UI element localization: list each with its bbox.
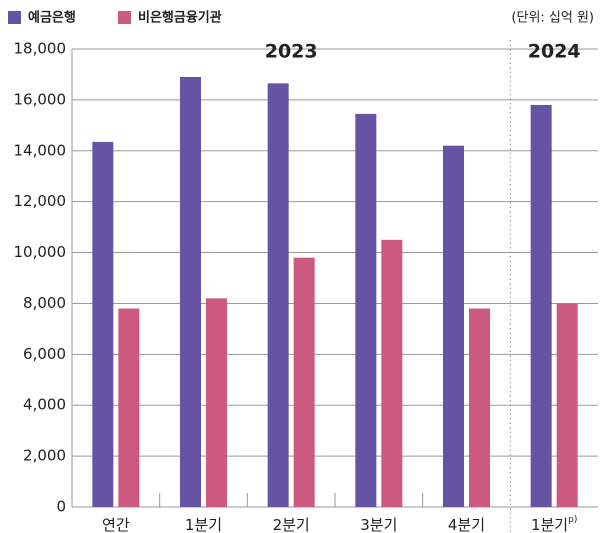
y-tick-label: 18,000 xyxy=(14,40,67,58)
legend-swatch xyxy=(8,11,21,24)
bar xyxy=(469,308,490,507)
x-tick-text: 4분기 xyxy=(448,516,485,533)
y-tick-label: 14,000 xyxy=(14,141,67,159)
y-tick-label: 6,000 xyxy=(23,345,66,363)
bar xyxy=(267,83,289,507)
y-tick-label: 8,000 xyxy=(23,294,66,312)
bar xyxy=(530,104,552,507)
bar xyxy=(556,303,578,507)
bar xyxy=(92,141,114,507)
year-label: 2024 xyxy=(528,41,581,63)
x-tick-text: 1분기 xyxy=(531,516,568,533)
x-tick-label: 1분기 xyxy=(185,516,222,533)
x-tick-label: 2분기 xyxy=(273,516,310,533)
bar xyxy=(206,298,227,507)
y-tick-label: 4,000 xyxy=(23,396,66,414)
y-tick-label: 10,000 xyxy=(14,243,67,261)
x-tick-label: 4분기 xyxy=(448,516,485,533)
x-tick-label: 1분기p) xyxy=(531,515,577,533)
legend-swatch xyxy=(118,11,131,24)
y-tick-label: 16,000 xyxy=(14,90,67,108)
x-tick-label: 연간 xyxy=(102,516,130,533)
year-label: 2023 xyxy=(265,41,318,63)
bar xyxy=(180,76,201,507)
bar xyxy=(118,308,140,507)
x-tick-label: 3분기 xyxy=(360,516,397,533)
unit-label: (단위: 십억 원) xyxy=(511,11,594,26)
x-tick-text: 연간 xyxy=(102,516,130,533)
legend-label: 비은행금융기관 xyxy=(138,10,222,26)
x-tick-text: 3분기 xyxy=(360,516,397,533)
x-tick-superscript: p) xyxy=(568,515,577,525)
bar xyxy=(381,239,403,508)
bar xyxy=(355,113,377,507)
x-tick-text: 1분기 xyxy=(185,516,222,533)
y-tick-label: 2,000 xyxy=(23,447,66,465)
x-tick-text: 2분기 xyxy=(273,516,310,533)
y-tick-label: 12,000 xyxy=(14,192,67,210)
bar xyxy=(293,257,315,507)
bar xyxy=(443,145,464,507)
y-tick-label: 0 xyxy=(56,498,66,516)
legend-label: 예금은행 xyxy=(28,10,76,26)
